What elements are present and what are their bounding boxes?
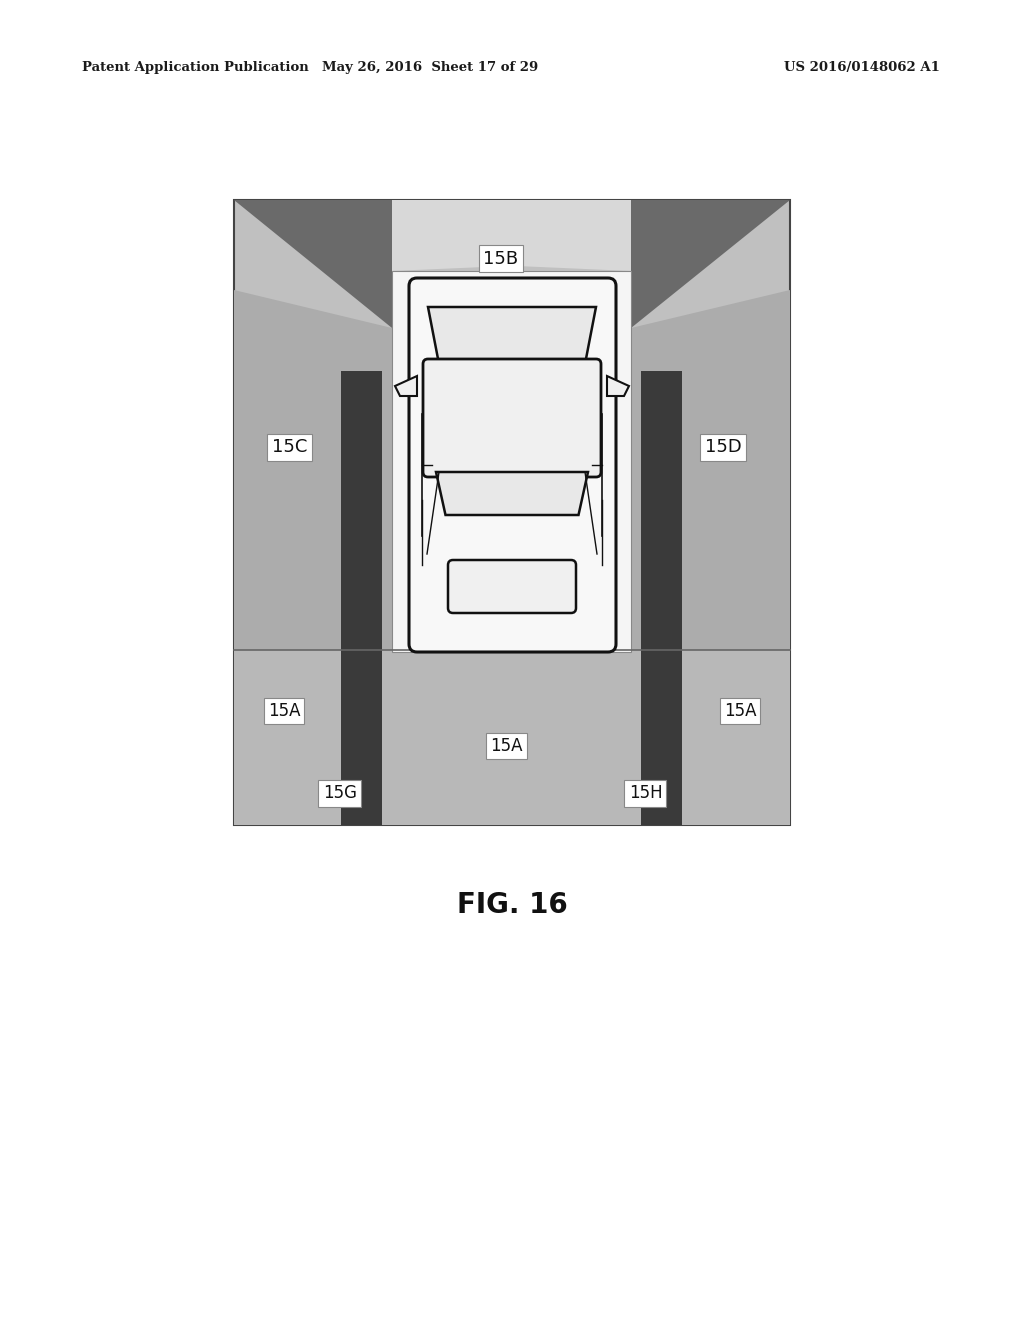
FancyBboxPatch shape	[409, 279, 616, 652]
Text: FIG. 16: FIG. 16	[457, 891, 567, 919]
Bar	[641, 371, 682, 649]
Polygon shape	[234, 290, 392, 649]
FancyBboxPatch shape	[423, 359, 601, 477]
Bar	[641, 649, 682, 825]
Polygon shape	[234, 201, 392, 327]
Bar	[234, 649, 790, 825]
Polygon shape	[607, 376, 629, 396]
Text: 15A: 15A	[268, 702, 300, 721]
Polygon shape	[436, 473, 588, 515]
FancyBboxPatch shape	[449, 560, 575, 612]
Polygon shape	[631, 201, 790, 327]
Text: 15B: 15B	[483, 249, 518, 268]
Text: 15D: 15D	[705, 438, 741, 457]
Text: Patent Application Publication: Patent Application Publication	[82, 62, 309, 74]
Text: 15G: 15G	[323, 784, 356, 803]
Bar	[341, 371, 382, 649]
Polygon shape	[631, 290, 790, 649]
Text: 15C: 15C	[272, 438, 307, 457]
Text: May 26, 2016  Sheet 17 of 29: May 26, 2016 Sheet 17 of 29	[322, 62, 539, 74]
Text: 15A: 15A	[490, 738, 522, 755]
Polygon shape	[392, 201, 631, 271]
Bar	[392, 271, 631, 652]
Polygon shape	[234, 201, 790, 825]
Text: 15H: 15H	[629, 784, 663, 803]
Polygon shape	[395, 376, 417, 396]
Bar	[341, 649, 382, 825]
Polygon shape	[428, 308, 596, 364]
Text: 15A: 15A	[724, 702, 756, 721]
Text: US 2016/0148062 A1: US 2016/0148062 A1	[784, 62, 940, 74]
